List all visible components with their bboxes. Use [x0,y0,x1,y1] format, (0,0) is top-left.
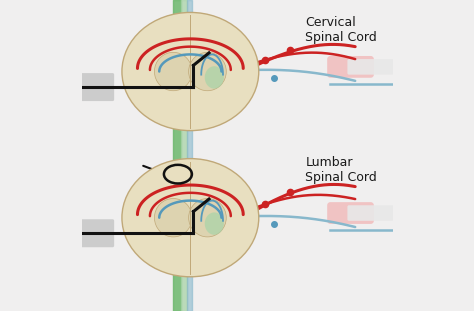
FancyBboxPatch shape [347,59,394,75]
Ellipse shape [205,66,224,89]
Ellipse shape [122,159,259,277]
Ellipse shape [189,52,226,91]
FancyBboxPatch shape [74,73,114,101]
Ellipse shape [205,212,224,235]
Ellipse shape [122,12,259,131]
Ellipse shape [155,52,192,91]
FancyBboxPatch shape [74,219,114,247]
Text: Cervical
Spinal Cord: Cervical Spinal Cord [305,16,377,44]
Ellipse shape [155,198,192,237]
FancyBboxPatch shape [327,56,374,78]
FancyBboxPatch shape [347,205,394,221]
Ellipse shape [189,198,226,237]
Text: Lumbar
Spinal Cord: Lumbar Spinal Cord [305,156,377,183]
FancyBboxPatch shape [327,202,374,224]
